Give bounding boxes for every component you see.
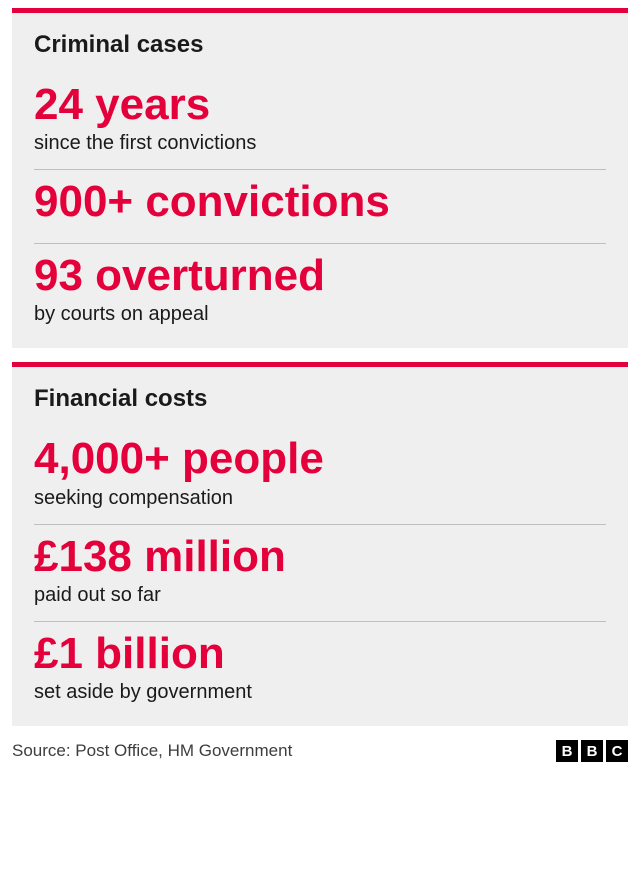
stat-row: 4,000+ people seeking compensation	[34, 427, 606, 523]
logo-letter: C	[606, 740, 628, 762]
stat-row: 900+ convictions	[34, 169, 606, 242]
card-title: Criminal cases	[34, 31, 606, 59]
stat-sub: by courts on appeal	[34, 302, 606, 326]
stat-sub: set aside by government	[34, 680, 606, 704]
card-financial-costs: Financial costs 4,000+ people seeking co…	[12, 362, 628, 726]
card-title: Financial costs	[34, 385, 606, 413]
stat-headline: 900+ convictions	[34, 178, 606, 226]
stat-row: £138 million paid out so far	[34, 524, 606, 621]
stat-headline: £1 billion	[34, 630, 606, 678]
stat-headline: 4,000+ people	[34, 435, 606, 483]
logo-letter: B	[556, 740, 578, 762]
stat-sub: since the first convictions	[34, 131, 606, 155]
logo-letter: B	[581, 740, 603, 762]
bbc-logo: B B C	[556, 740, 628, 762]
card-inner: Financial costs 4,000+ people seeking co…	[12, 367, 628, 726]
stat-headline: £138 million	[34, 533, 606, 581]
stat-row: 93 overturned by courts on appeal	[34, 243, 606, 340]
stat-headline: 93 overturned	[34, 252, 606, 300]
stat-row: 24 years since the first convictions	[34, 73, 606, 169]
source-text: Source: Post Office, HM Government	[12, 741, 292, 761]
card-criminal-cases: Criminal cases 24 years since the first …	[12, 8, 628, 348]
footer: Source: Post Office, HM Government B B C	[12, 740, 628, 762]
stat-row: £1 billion set aside by government	[34, 621, 606, 718]
stat-sub: paid out so far	[34, 583, 606, 607]
stat-sub: seeking compensation	[34, 486, 606, 510]
stat-headline: 24 years	[34, 81, 606, 129]
card-inner: Criminal cases 24 years since the first …	[12, 13, 628, 348]
